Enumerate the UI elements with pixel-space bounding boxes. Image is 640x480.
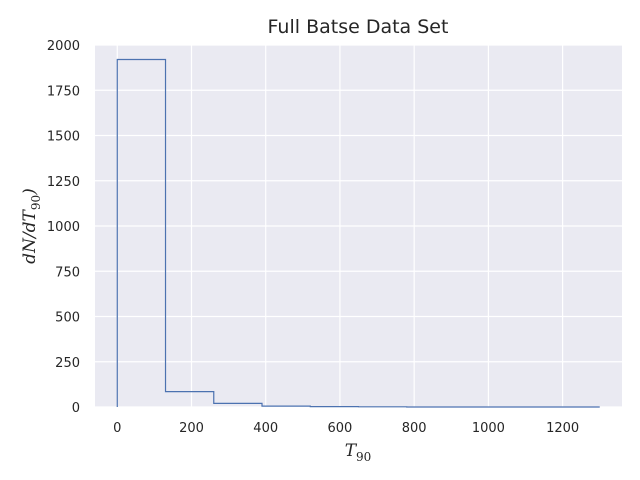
x-tick-label: 400 — [253, 421, 278, 436]
x-axis-label-main: T — [345, 441, 358, 461]
x-tick-label: 600 — [328, 421, 353, 436]
y-tick-label: 1000 — [47, 220, 80, 235]
y-tick-label: 0 — [72, 401, 80, 416]
y-tick-label: 250 — [55, 356, 80, 371]
x-axis-label-sub: 90 — [356, 450, 371, 464]
x-tick-label: 800 — [402, 421, 427, 436]
y-tick-label: 500 — [55, 311, 80, 326]
y-tick-label: 2000 — [47, 39, 80, 54]
y-axis-label-sub: 90 — [29, 195, 43, 210]
chart-title: Full Batse Data Set — [268, 16, 449, 38]
x-axis-label: T90 — [345, 441, 372, 464]
x-tick-label: 1000 — [472, 421, 505, 436]
y-axis-label: dN/dT90) — [20, 188, 43, 264]
y-tick-label: 1250 — [47, 175, 80, 190]
x-tick-label: 0 — [113, 421, 121, 436]
y-axis-label-suffix: ) — [20, 188, 40, 196]
x-tick-label: 1200 — [546, 421, 579, 436]
histogram-step-outline — [116, 58, 600, 408]
y-tick-labels: 0 250 500 750 1000 1250 1500 1750 2000 — [47, 39, 80, 416]
x-tick-label: 200 — [179, 421, 204, 436]
y-tick-label: 1750 — [47, 84, 80, 99]
y-axis-label-prefix: dN/dT — [20, 208, 40, 263]
x-tick-labels: 0 200 400 600 800 1000 1200 — [113, 421, 579, 436]
y-tick-label: 1500 — [47, 130, 80, 145]
grid-layer — [95, 44, 622, 408]
y-tick-label: 750 — [55, 265, 80, 280]
